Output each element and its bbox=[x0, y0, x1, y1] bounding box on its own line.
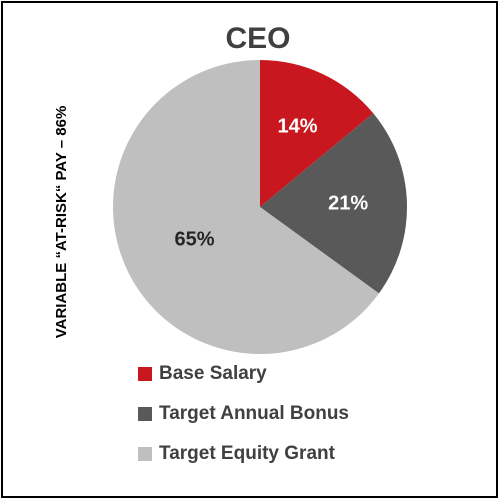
chart-title: CEO bbox=[225, 22, 290, 55]
legend-label: Base Salary bbox=[159, 363, 267, 384]
legend-swatch bbox=[138, 407, 152, 421]
data-label: 14% bbox=[278, 115, 318, 137]
legend-label: Target Equity Grant bbox=[159, 443, 336, 464]
pie-slice bbox=[260, 60, 374, 207]
pie-slice bbox=[112, 59, 379, 355]
legend-swatch bbox=[138, 367, 152, 381]
data-label: 21% bbox=[328, 193, 368, 215]
data-label: 65% bbox=[174, 229, 214, 251]
side-label: VARIABLE “AT-RISK“ PAY – 86% bbox=[53, 106, 70, 339]
legend-label: Target Annual Bonus bbox=[159, 403, 349, 424]
legend-swatch bbox=[138, 447, 152, 461]
pie-slice bbox=[260, 113, 407, 294]
